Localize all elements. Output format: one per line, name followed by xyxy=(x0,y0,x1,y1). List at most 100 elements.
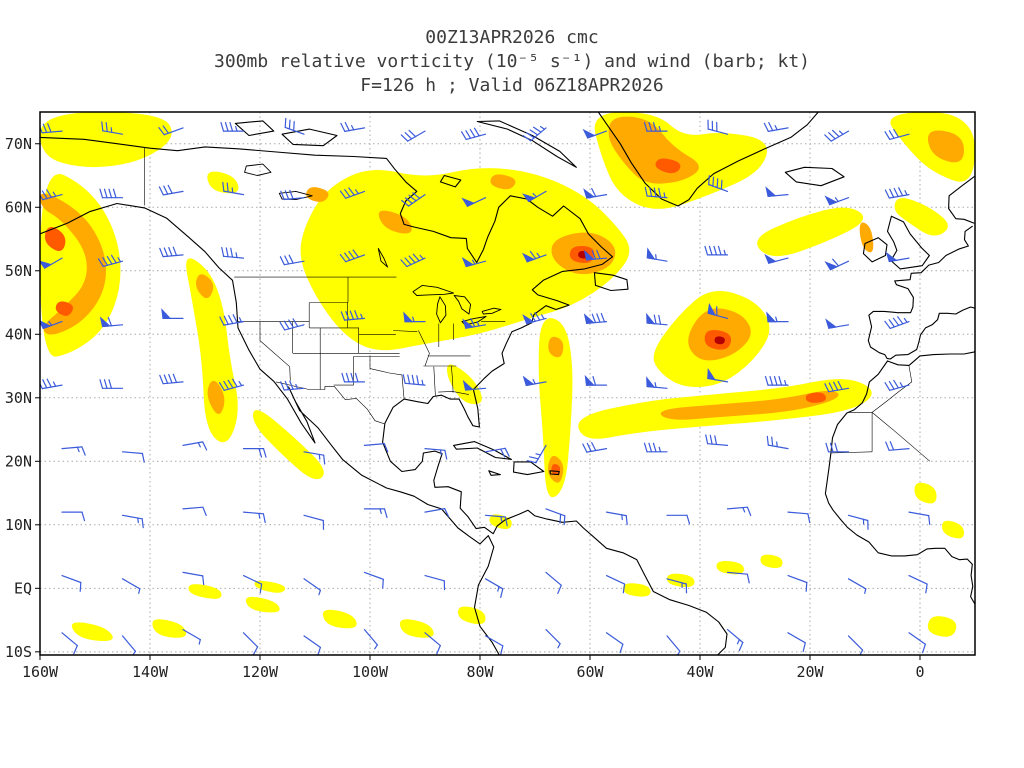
wind-barb xyxy=(824,258,850,271)
coast-africa-mediterranean xyxy=(886,350,975,366)
wind-barb xyxy=(424,574,446,591)
wind-barb xyxy=(242,632,259,655)
wind-barb xyxy=(824,380,850,393)
wind-barb xyxy=(545,628,561,649)
lat-tick-label: 50N xyxy=(5,262,32,280)
vorticity-region-level3 xyxy=(805,392,826,403)
coast-africa-atlantic xyxy=(824,360,975,605)
wind-barb xyxy=(705,434,729,446)
wind-barb xyxy=(847,514,869,530)
lake-layer xyxy=(244,163,502,326)
wind-barb xyxy=(643,442,668,453)
wind-barb xyxy=(522,125,547,142)
map-frame xyxy=(39,111,976,656)
wind-barb xyxy=(583,187,608,199)
wind-barb xyxy=(121,514,144,529)
wind-barb xyxy=(644,186,668,199)
wind-barb xyxy=(280,189,305,201)
vorticity-region-level3 xyxy=(655,158,681,174)
vorticity-layer xyxy=(40,112,975,641)
vorticity-region-level1 xyxy=(623,583,651,597)
wind-barb xyxy=(101,121,124,135)
wind-barb xyxy=(97,254,124,267)
border-wsahara-mauritania xyxy=(830,451,873,454)
border-layer xyxy=(144,147,931,462)
wind-barb xyxy=(340,310,366,321)
vorticity-region-level1 xyxy=(760,554,783,569)
map-layers xyxy=(40,112,975,655)
wind-barb xyxy=(220,121,245,132)
wind-barb xyxy=(908,574,928,594)
lat-tick-label: 10N xyxy=(5,516,32,534)
wind-barb xyxy=(726,628,744,652)
vorticity-region-level2 xyxy=(859,222,874,253)
wind-barb xyxy=(40,320,63,330)
coast-puerto-rico xyxy=(549,470,560,476)
vorticity-region-level1 xyxy=(252,410,324,480)
wind-barb xyxy=(159,246,184,258)
vorticity-region-level1 xyxy=(458,606,486,625)
vorticity-region-level1 xyxy=(927,616,957,637)
wind-barb xyxy=(400,253,426,268)
wind-barb xyxy=(522,311,547,325)
coast-cuba xyxy=(453,441,512,460)
lon-tick-label: 40W xyxy=(686,663,714,681)
vorticity-region-level1 xyxy=(71,622,113,641)
wind-barb xyxy=(908,511,931,526)
chart-title-block: 00Z13APR2026 cmc 300mb relative vorticit… xyxy=(0,26,1024,98)
wind-barb xyxy=(646,376,668,389)
vorticity-region-level1 xyxy=(322,609,357,629)
wind-barb xyxy=(159,373,184,385)
wind-barb xyxy=(219,314,245,326)
wind-barb xyxy=(484,578,504,599)
lake-lake-winnipeg xyxy=(377,248,389,268)
wind-barb xyxy=(161,308,184,319)
wind-barb xyxy=(99,316,124,328)
lat-tick-label: EQ xyxy=(14,579,32,597)
wind-barb xyxy=(708,175,729,192)
wind-barb xyxy=(766,311,789,323)
vorticity-region-level1 xyxy=(152,619,187,638)
wind-barb xyxy=(763,121,789,132)
border-ia-mo xyxy=(393,330,418,332)
coast-newfoundland xyxy=(593,272,629,292)
wind-barb xyxy=(61,511,86,522)
wind-barb xyxy=(884,128,910,140)
lon-tick-label: 140W xyxy=(132,663,169,681)
border-fl-ga xyxy=(438,391,470,395)
coast-europe-mainland xyxy=(867,225,975,360)
wind-barb xyxy=(704,245,729,256)
wind-barb xyxy=(242,448,267,458)
wind-barb xyxy=(339,187,366,199)
wind-barb xyxy=(121,451,145,463)
coast-banks-island xyxy=(234,120,275,137)
wind-barb xyxy=(605,574,626,594)
wind-barb xyxy=(99,379,124,389)
lon-tick-label: 80W xyxy=(466,663,494,681)
lat-tick-label: 60N xyxy=(5,198,32,216)
wind-barb xyxy=(303,451,326,465)
vorticity-region-level2 xyxy=(927,130,964,163)
lake-lake-michigan xyxy=(436,296,447,324)
wind-barb-layer xyxy=(40,117,931,655)
wind-barb xyxy=(158,125,184,136)
wind-barb xyxy=(461,197,487,207)
lake-lake-superior xyxy=(412,284,455,296)
lat-tick-label: 40N xyxy=(5,325,32,343)
border-il-mo-river xyxy=(418,330,430,367)
vorticity-region-level3 xyxy=(55,301,74,316)
wind-barb xyxy=(885,441,910,451)
wind-barb xyxy=(461,257,487,268)
wind-barb xyxy=(764,376,789,386)
border-morocco-algeria xyxy=(871,365,913,413)
wind-barb xyxy=(825,318,850,329)
wind-barb xyxy=(61,574,82,592)
vorticity-region-level1 xyxy=(188,584,222,599)
vorticity-region-level2 xyxy=(40,193,106,335)
wind-barb xyxy=(484,635,504,655)
wind-barb xyxy=(424,632,441,655)
wind-barb xyxy=(221,247,245,259)
field-title: 300mb relative vorticity (10⁻⁵ s⁻¹) and … xyxy=(213,51,811,72)
vorticity-region-level3 xyxy=(551,463,561,476)
border-algeria-mali xyxy=(893,429,931,462)
